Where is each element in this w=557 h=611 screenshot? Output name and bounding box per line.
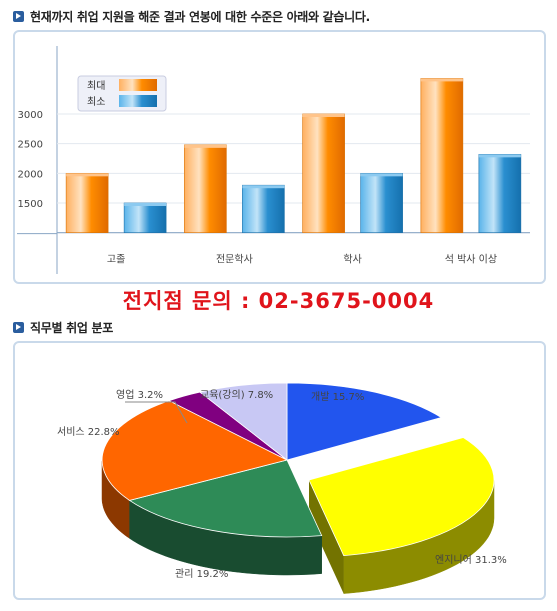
pie-slice-개발 xyxy=(286,382,443,461)
y-tick-label: 1500 xyxy=(18,199,43,210)
bar-cap xyxy=(184,144,227,148)
job-pie-chart: 개발 15.7% 엔지니어 31.3% 관리 19.2% 서비스 22.8% 영업 3.… xyxy=(57,382,507,594)
pie-slice-관리 xyxy=(128,459,323,538)
bar-max xyxy=(184,144,227,233)
contact-phone-text: 전지점 문의 : 02-3675-0004 xyxy=(122,289,435,313)
salary-chart-panel: 1500 2000 2500 3000 고졸 전문학사 학사 석 박사 이상 최대 최소 xyxy=(13,30,546,284)
y-tick-label: 2500 xyxy=(18,140,43,151)
job-pie-panel: 개발 15.7% 엔지니어 31.3% 관리 19.2% 서비스 22.8% 영업 3.… xyxy=(13,341,546,600)
x-tick-label: 전문학사 xyxy=(216,254,253,266)
job-section-header: 직무별 취업 분포 xyxy=(13,318,113,336)
bar-max xyxy=(65,173,109,233)
arrow-bullet-icon xyxy=(13,321,24,333)
salary-section-title: 현재까지 취업 지원을 해준 결과 연봉에 대한 수준은 아래와 같습니다. xyxy=(30,9,370,24)
bar-legend: 최대 최소 xyxy=(77,75,167,112)
bar-cap xyxy=(242,185,285,189)
legend-label-min: 최소 xyxy=(87,96,105,108)
legend-swatch-max xyxy=(119,79,157,91)
pie-label-교육(강의): 교육(강의) 7.8% xyxy=(200,389,273,401)
pie-label-서비스: 서비스 22.8% xyxy=(57,426,120,438)
salary-bar-chart: 1500 2000 2500 3000 고졸 전문학사 학사 석 박사 이상 최대 최소 xyxy=(17,46,530,274)
legend-label-max: 최대 xyxy=(87,80,105,92)
pie-label-영업: 영업 3.2% xyxy=(116,388,163,401)
pie-slice-엔지니어 xyxy=(308,437,495,557)
pie-label-개발: 개발 15.7% xyxy=(311,391,364,403)
bar-min xyxy=(360,173,403,233)
x-tick-label: 고졸 xyxy=(107,254,125,266)
arrow-bullet-icon xyxy=(13,10,24,22)
bar-cap xyxy=(360,173,403,177)
pie-slice-서비스 xyxy=(101,400,289,501)
pie-radial-wall xyxy=(309,480,344,594)
bar-cap xyxy=(420,78,463,82)
bar-cap xyxy=(124,203,167,206)
bar-max xyxy=(420,78,464,233)
pie-label-엔지니어: 엔지니어 31.3% xyxy=(435,554,507,566)
salary-section-header: 현재까지 취업 지원을 해준 결과 연봉에 대한 수준은 아래와 같습니다. xyxy=(13,7,370,25)
y-tick-label: 2000 xyxy=(18,169,43,180)
leader-line xyxy=(125,401,188,424)
bar-cap xyxy=(66,173,109,177)
bar-min xyxy=(478,154,522,233)
bar-min xyxy=(242,184,285,233)
bar-cap xyxy=(302,114,345,117)
bar-min xyxy=(123,202,167,233)
y-tick-label: 3000 xyxy=(18,110,43,121)
x-tick-label: 석 박사 이상 xyxy=(445,254,497,266)
pie-slice-교육(강의) xyxy=(198,382,288,461)
x-tick-label: 학사 xyxy=(343,254,361,266)
pie-label-관리: 관리 19.2% xyxy=(175,568,228,580)
job-section-title: 직무별 취업 분포 xyxy=(30,320,113,335)
bar-max xyxy=(302,113,345,233)
bar-cap xyxy=(478,154,521,158)
legend-swatch-min xyxy=(119,95,157,107)
